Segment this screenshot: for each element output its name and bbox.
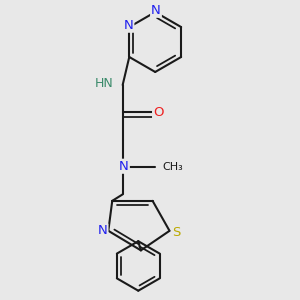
Text: N: N bbox=[124, 19, 134, 32]
Text: CH₃: CH₃ bbox=[163, 162, 183, 172]
Text: N: N bbox=[98, 224, 107, 237]
Text: N: N bbox=[119, 160, 129, 173]
Text: N: N bbox=[151, 4, 161, 17]
Text: O: O bbox=[153, 106, 164, 119]
Text: S: S bbox=[172, 226, 180, 238]
Text: HN: HN bbox=[95, 77, 113, 90]
